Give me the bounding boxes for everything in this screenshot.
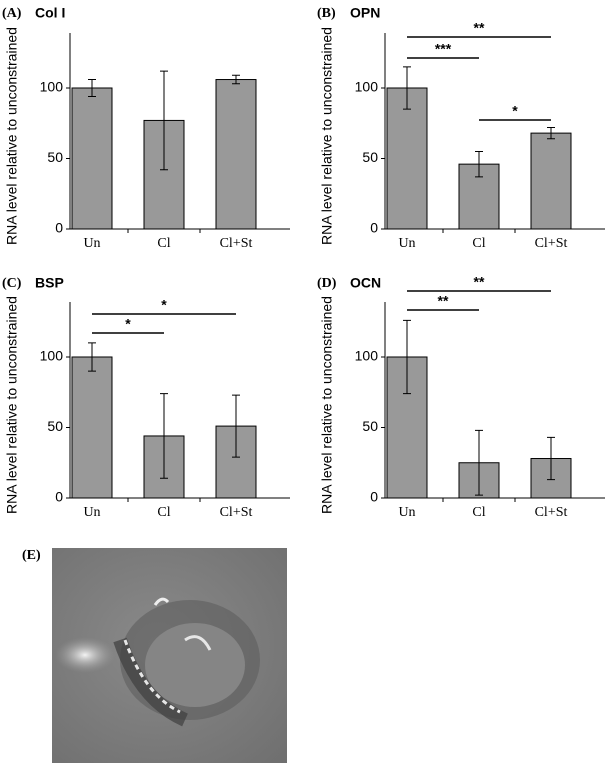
error-bar (232, 74, 240, 85)
significance-label: *** (435, 41, 452, 57)
bar (215, 79, 257, 230)
y-tick-label: 50 (47, 149, 63, 165)
bar (386, 87, 428, 230)
significance-label: ** (474, 20, 485, 36)
y-axis-label: RNA level relative to unconstrained (4, 296, 20, 514)
panel-label: (C) (2, 276, 22, 291)
x-tick-label: Un (398, 236, 415, 251)
error-bar (160, 393, 168, 479)
panel-label: (D) (317, 276, 337, 291)
y-tick-label: 100 (355, 79, 379, 95)
chart-title: Col I (35, 5, 65, 21)
y-axis-label: RNA level relative to unconstrained (319, 296, 335, 514)
error-bar (403, 66, 411, 110)
error-bar (88, 79, 96, 97)
significance-label: * (512, 103, 518, 119)
error-bar (475, 150, 483, 178)
x-tick-label: Cl+St (535, 505, 568, 520)
x-tick-label: Un (398, 505, 415, 520)
chart-title: BSP (35, 275, 64, 291)
x-tick-label: Cl+St (535, 236, 568, 251)
x-tick-label: Cl+St (220, 505, 253, 520)
error-bar (475, 429, 483, 496)
panel-label: (E) (22, 548, 41, 563)
x-tick-label: Cl (472, 505, 485, 520)
y-tick-label: 0 (55, 220, 63, 236)
bar (530, 132, 572, 230)
x-tick-label: Cl (157, 236, 170, 251)
error-bar (547, 126, 555, 140)
y-tick-label: 0 (370, 220, 378, 236)
y-tick-label: 0 (370, 489, 378, 505)
y-tick-label: 50 (47, 418, 63, 434)
photo (52, 548, 287, 763)
panel-label: (B) (317, 6, 336, 21)
y-tick-label: 50 (362, 418, 378, 434)
x-tick-label: Cl (472, 236, 485, 251)
significance-label: ** (474, 274, 485, 290)
y-tick-label: 100 (40, 79, 64, 95)
error-bar (88, 342, 96, 372)
x-tick-label: Cl+St (220, 236, 253, 251)
y-axis-label: RNA level relative to unconstrained (4, 27, 20, 245)
y-tick-label: 100 (355, 348, 379, 364)
x-tick-label: Cl (157, 505, 170, 520)
chart-title: OPN (350, 5, 380, 21)
x-tick-label: Un (83, 505, 100, 520)
y-axis-label: RNA level relative to unconstrained (319, 27, 335, 245)
x-tick-label: Un (83, 236, 100, 251)
error-bar (160, 70, 168, 171)
bar (71, 356, 113, 499)
y-tick-label: 100 (40, 348, 64, 364)
bar (71, 87, 113, 230)
y-tick-label: 50 (362, 149, 378, 165)
significance-label: ** (438, 293, 449, 309)
panel-label: (A) (2, 6, 22, 21)
significance-label: * (161, 297, 167, 313)
error-bar (547, 436, 555, 481)
error-bar (403, 319, 411, 395)
y-tick-label: 0 (55, 489, 63, 505)
chart-title: OCN (350, 275, 381, 291)
error-bar (232, 394, 240, 458)
significance-label: * (125, 316, 131, 332)
